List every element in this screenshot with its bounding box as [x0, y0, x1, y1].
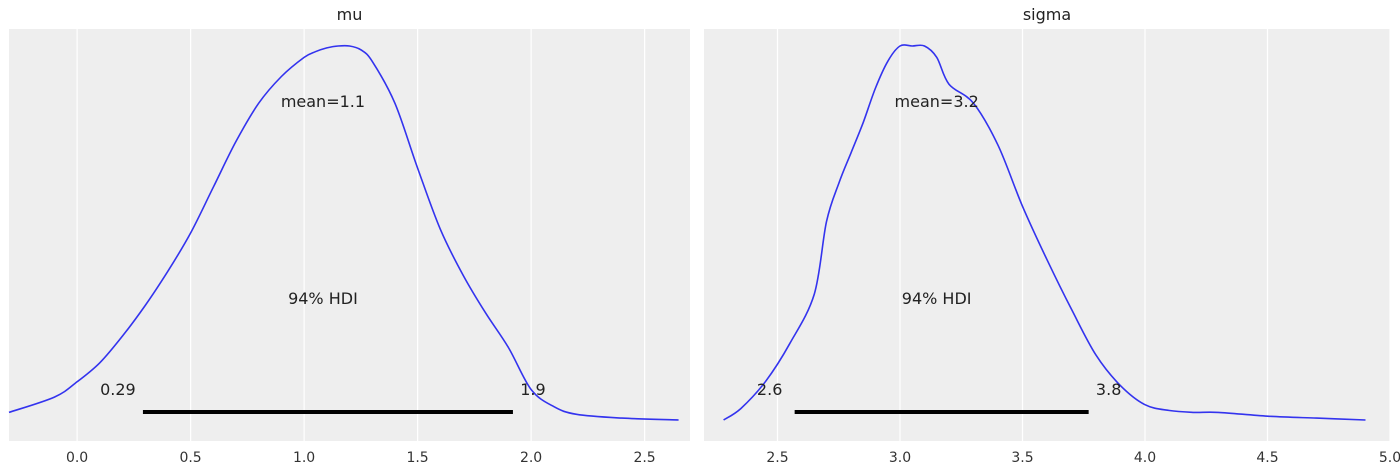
- sigma-hdi-high-label: 3.8: [1096, 380, 1121, 399]
- sigma-plot-area: [704, 29, 1390, 441]
- mu-hdi-high-label: 1.9: [520, 380, 545, 399]
- mu-hdi-label: 94% HDI: [288, 289, 358, 308]
- sigma-panel: 2.5 3.0 3.5 4.0 4.5 5.0 sigma 2.6 3.8 94% HDI mean…: [704, 5, 1400, 466]
- sigma-tick-label: 3.0: [889, 450, 911, 466]
- sigma-tick-label: 4.0: [1134, 450, 1156, 466]
- sigma-title: sigma: [1023, 5, 1071, 24]
- mu-tick-label: 2.5: [633, 450, 655, 466]
- mu-tick-label: 1.5: [406, 450, 428, 466]
- sigma-tick-label: 3.5: [1011, 450, 1033, 466]
- mu-mean-label: mean=1.1: [281, 92, 365, 111]
- mu-tick-label: 0.5: [179, 450, 201, 466]
- sigma-hdi-label: 94% HDI: [902, 289, 972, 308]
- sigma-tick-label: 2.5: [766, 450, 788, 466]
- mu-tick-label: 1.0: [293, 450, 315, 466]
- sigma-tick-label: 5.0: [1379, 450, 1400, 466]
- mu-plot-area: [9, 29, 690, 441]
- sigma-density-curve: [723, 44, 1366, 421]
- mu-tick-label: 0.0: [66, 450, 88, 466]
- mu-panel: 0.0 0.5 1.0 1.5 2.0 2.5 mu 0.29 1.9 94% HDI mean=1…: [8, 5, 690, 466]
- mu-tick-label: 2.0: [520, 450, 542, 466]
- mu-title: mu: [337, 5, 363, 24]
- sigma-hdi-low-label: 2.6: [757, 380, 782, 399]
- mu-hdi-low-label: 0.29: [100, 380, 136, 399]
- sigma-mean-label: mean=3.2: [895, 92, 979, 111]
- sigma-tick-label: 4.5: [1256, 450, 1278, 466]
- mu-density-curve: [8, 44, 679, 421]
